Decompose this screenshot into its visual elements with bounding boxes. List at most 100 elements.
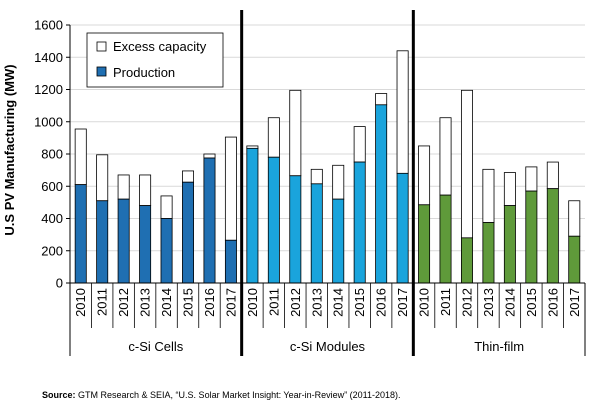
x-tick-label-2-2015: 2015 bbox=[524, 288, 539, 317]
bar-excess-0-2015 bbox=[182, 170, 194, 183]
bar-production-0-2012 bbox=[117, 198, 130, 284]
group-label-2: Thin-film bbox=[474, 339, 524, 354]
bar-production-2-2012 bbox=[460, 237, 473, 284]
x-tick-label-1-2013: 2013 bbox=[309, 288, 324, 317]
x-tick-label-1-2014: 2014 bbox=[331, 288, 346, 317]
legend-swatch-excess bbox=[96, 41, 107, 52]
bar-production-2-2015 bbox=[525, 190, 538, 284]
bars bbox=[74, 50, 581, 284]
bar-production-1-2012 bbox=[289, 175, 302, 284]
bar-production-1-2014 bbox=[332, 198, 345, 284]
bar-excess-2-2010 bbox=[418, 145, 431, 206]
source-label: Source: bbox=[42, 390, 76, 400]
source-text: GTM Research & SEIA, “U.S. Solar Market … bbox=[78, 390, 401, 400]
bar-excess-0-2011 bbox=[96, 154, 109, 202]
bar-excess-1-2017 bbox=[396, 50, 409, 174]
bar-production-1-2017 bbox=[396, 172, 409, 284]
y-tick-label-200: 200 bbox=[41, 243, 63, 258]
bar-excess-1-2014 bbox=[332, 164, 345, 200]
x-tick-label-1-2017: 2017 bbox=[395, 288, 410, 317]
y-tick-label-800: 800 bbox=[41, 147, 63, 162]
x-tick-labels: 2010 2011 2012 2013 2014 2015 2016 2017 2010 2011… bbox=[73, 288, 582, 317]
x-tick-label-1-2016: 2016 bbox=[374, 288, 389, 317]
x-tick-label-1-2012: 2012 bbox=[288, 288, 303, 317]
x-tick-label-2-2011: 2011 bbox=[438, 288, 453, 316]
bar-production-0-2017 bbox=[224, 239, 237, 284]
bar-production-1-2010 bbox=[246, 147, 259, 284]
bar-excess-2-2015 bbox=[525, 166, 538, 192]
bar-excess-0-2013 bbox=[139, 174, 152, 206]
bar-production-1-2011 bbox=[267, 156, 280, 284]
bar-production-2-2013 bbox=[482, 222, 495, 284]
x-tick-label-2-2010: 2010 bbox=[417, 288, 432, 317]
legend: Excess capacity Production bbox=[86, 32, 224, 88]
legend-label-production: Production bbox=[113, 65, 175, 80]
x-tick-label-0-2016: 2016 bbox=[202, 288, 217, 317]
bar-excess-2-2013 bbox=[482, 168, 495, 223]
bar-excess-0-2012 bbox=[117, 174, 130, 200]
y-tick-label-1200: 1200 bbox=[34, 82, 63, 97]
bar-production-1-2016 bbox=[375, 104, 388, 284]
x-tick-label-0-2012: 2012 bbox=[116, 288, 131, 317]
bar-excess-1-2015 bbox=[353, 126, 366, 163]
bar-production-1-2015 bbox=[353, 161, 366, 284]
x-tick-label-0-2011: 2011 bbox=[95, 288, 110, 316]
bar-excess-2-2016 bbox=[546, 161, 559, 190]
group-label-0: c-Si Cells bbox=[128, 339, 183, 354]
group-labels: c-Si Cells c-Si Modules Thin-film bbox=[128, 339, 524, 354]
bar-excess-1-2016 bbox=[375, 93, 388, 106]
y-axis-label: U.S PV Manufacturing (MW) bbox=[2, 64, 17, 235]
bar-production-0-2014 bbox=[160, 218, 173, 284]
x-tick-label-0-2017: 2017 bbox=[223, 288, 238, 317]
bar-production-0-2015 bbox=[182, 181, 194, 284]
x-tick-label-0-2015: 2015 bbox=[181, 288, 196, 317]
bar-production-2-2017 bbox=[568, 235, 581, 284]
gridlines bbox=[66, 24, 585, 284]
bar-production-2-2011 bbox=[439, 194, 452, 284]
group-label-1: c-Si Modules bbox=[290, 339, 366, 354]
bar-excess-1-2013 bbox=[310, 168, 323, 185]
bar-excess-0-2017 bbox=[224, 136, 237, 241]
bar-production-2-2014 bbox=[503, 205, 516, 284]
x-tick-label-1-2015: 2015 bbox=[352, 288, 367, 317]
x-tick-label-0-2014: 2014 bbox=[159, 288, 174, 317]
legend-label-excess: Excess capacity bbox=[113, 39, 207, 54]
x-tick-label-0-2010: 2010 bbox=[73, 288, 88, 317]
bar-production-0-2011 bbox=[96, 200, 109, 284]
bar-excess-0-2014 bbox=[160, 195, 173, 219]
y-tick-label-1000: 1000 bbox=[34, 114, 63, 129]
y-tick-label-400: 400 bbox=[41, 211, 63, 226]
y-tick-labels: 0 200 400 600 800 1000 1200 1400 1600 bbox=[34, 18, 63, 291]
y-tick-label-1400: 1400 bbox=[34, 50, 63, 65]
legend-swatch-production bbox=[96, 66, 107, 77]
bar-excess-1-2011 bbox=[267, 117, 280, 158]
bar-excess-2-2014 bbox=[503, 172, 516, 206]
y-tick-label-0: 0 bbox=[56, 276, 63, 291]
bar-excess-0-2010 bbox=[74, 128, 87, 186]
bar-production-2-2010 bbox=[418, 204, 431, 284]
bar-excess-0-2016 bbox=[203, 153, 216, 159]
x-tick-label-1-2011: 2011 bbox=[266, 288, 281, 316]
bar-excess-2-2012 bbox=[460, 89, 473, 239]
bar-production-0-2010 bbox=[74, 184, 87, 284]
x-tick-label-2-2012: 2012 bbox=[459, 288, 474, 317]
source-note: Source: GTM Research & SEIA, “U.S. Solar… bbox=[42, 390, 401, 400]
x-tick-label-2-2014: 2014 bbox=[502, 288, 517, 317]
x-tick-label-2-2017: 2017 bbox=[567, 288, 582, 317]
x-tick-label-1-2010: 2010 bbox=[245, 288, 260, 317]
bar-production-0-2013 bbox=[139, 205, 152, 284]
x-tick-label-0-2013: 2013 bbox=[138, 288, 153, 317]
y-tick-label-600: 600 bbox=[41, 179, 63, 194]
bar-excess-2-2017 bbox=[568, 200, 581, 237]
bar-production-0-2016 bbox=[203, 157, 216, 284]
legend-box bbox=[86, 32, 224, 88]
bar-excess-2-2011 bbox=[439, 117, 452, 196]
bar-production-1-2013 bbox=[310, 183, 323, 284]
y-tick-label-1600: 1600 bbox=[34, 18, 63, 33]
x-tick-label-2-2016: 2016 bbox=[545, 288, 560, 317]
x-tick-label-2-2013: 2013 bbox=[481, 288, 496, 317]
axes bbox=[69, 10, 586, 356]
bar-excess-1-2012 bbox=[289, 89, 302, 177]
bar-production-2-2016 bbox=[546, 188, 559, 284]
